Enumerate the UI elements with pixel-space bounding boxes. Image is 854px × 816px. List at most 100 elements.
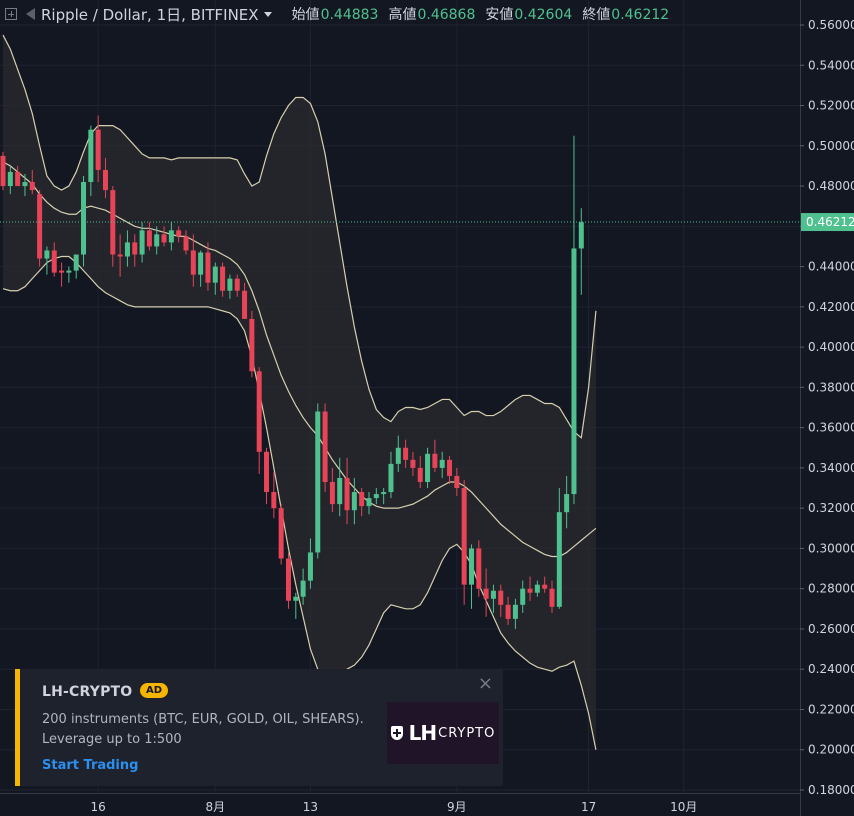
candle-body	[139, 230, 145, 255]
candle-body	[476, 548, 482, 589]
candle-body	[161, 234, 167, 243]
candle-body	[439, 459, 445, 468]
candle-body	[512, 604, 518, 619]
candle-body	[190, 250, 196, 275]
candle-body	[527, 588, 533, 593]
candle-body	[242, 290, 248, 319]
candle-body	[88, 129, 94, 183]
candles	[0, 115, 584, 629]
candle-body	[483, 588, 489, 599]
start-trading-link[interactable]: Start Trading	[42, 758, 139, 773]
candle-body	[0, 155, 6, 187]
candle-body	[132, 242, 138, 255]
candle-body	[564, 494, 570, 513]
ohlc-low: 安値0.42604	[485, 7, 573, 23]
y-tick-label: 0.24000	[808, 662, 854, 676]
candle-body	[337, 477, 343, 505]
logo-crypto-text: CRYPTO	[438, 725, 496, 741]
candle-body	[15, 171, 21, 187]
candle-body	[183, 236, 189, 251]
upper-band-line	[2, 34, 597, 439]
candle-body	[271, 492, 277, 509]
last-price-box	[801, 213, 854, 232]
band-fill	[3, 35, 596, 750]
symbol-title[interactable]: Ripple / Dollar, 1日, BITFINEX	[41, 5, 259, 24]
candle-body	[359, 492, 365, 507]
candle-body	[395, 447, 401, 464]
x-tick-label: 10月	[670, 800, 697, 814]
candle-body	[351, 492, 357, 511]
candle-body	[212, 266, 218, 283]
y-tick-label: 0.38000	[808, 380, 854, 394]
candle-body	[410, 459, 416, 468]
candle-body	[205, 252, 211, 283]
candle-body	[505, 604, 511, 619]
candle-body	[432, 453, 438, 468]
y-tick-label: 0.52000	[808, 99, 854, 113]
candle-body	[329, 481, 335, 505]
y-tick-label: 0.36000	[808, 421, 854, 435]
candle-body	[468, 548, 474, 585]
y-tick-label: 0.28000	[808, 582, 854, 596]
candle-body	[403, 447, 409, 460]
flag-icon[interactable]	[26, 8, 35, 20]
candle-body	[293, 596, 299, 601]
expand-icon[interactable]	[5, 8, 17, 20]
y-tick-label: 0.50000	[808, 139, 854, 153]
candle-body	[256, 371, 262, 452]
candle-body	[498, 590, 504, 605]
ad-title: LH-CRYPTO	[42, 684, 133, 700]
candle-body	[29, 182, 35, 191]
logo-lh-text: LH	[408, 721, 438, 745]
candle-body	[388, 463, 394, 493]
x-tick-label: 16	[91, 800, 106, 814]
candle-body	[220, 266, 226, 291]
candle-body	[154, 234, 160, 247]
ohlc-high: 高値0.46868	[388, 7, 476, 23]
candle-body	[110, 190, 116, 255]
candle-body	[168, 230, 174, 243]
y-tick-label: 0.22000	[808, 702, 854, 716]
x-tick-label: 9月	[447, 800, 467, 814]
y-tick-label: 0.44000	[808, 260, 854, 274]
candle-body	[176, 230, 182, 237]
close-icon[interactable]: ×	[477, 673, 493, 694]
y-tick-label: 0.56000	[808, 18, 854, 32]
candle-body	[447, 459, 453, 476]
candle-body	[571, 248, 577, 495]
ad-logo[interactable]: LH CRYPTO	[387, 702, 499, 764]
candle-body	[7, 171, 13, 187]
ad-leverage-text: Leverage up to 1:500	[42, 732, 182, 747]
last-price-label: 0.46212	[806, 215, 854, 229]
y-tick-label: 0.54000	[808, 58, 854, 72]
x-tick-label: 13	[303, 800, 318, 814]
candle-body	[227, 278, 233, 291]
y-tick-label: 0.26000	[808, 622, 854, 636]
candle-body	[454, 475, 460, 489]
candle-body	[549, 588, 555, 607]
candle-body	[381, 492, 387, 495]
lower-band-line	[2, 255, 597, 750]
ad-description: 200 instruments (BTC, EUR, GOLD, OIL, SH…	[42, 712, 364, 727]
candle-body	[95, 129, 101, 170]
y-tick-label: 0.30000	[808, 541, 854, 555]
candle-body	[117, 254, 123, 257]
candle-body	[300, 580, 306, 597]
ad-banner[interactable]: LH-CRYPTO AD 200 instruments (BTC, EUR, …	[15, 669, 503, 786]
candle-body	[344, 477, 350, 511]
x-tick-label: 17	[581, 800, 596, 814]
candle-body	[37, 194, 43, 259]
candle-body	[102, 169, 108, 191]
chevron-down-icon[interactable]	[263, 11, 272, 17]
candle-body	[81, 182, 87, 255]
candle-body	[278, 508, 284, 559]
candle-body	[264, 451, 270, 493]
candle-body	[461, 488, 467, 585]
x-tick-label: 8月	[205, 800, 225, 814]
candle-body	[285, 558, 291, 601]
candle-body	[315, 411, 321, 553]
candle-body	[59, 270, 65, 273]
middle-band-line	[2, 161, 597, 558]
